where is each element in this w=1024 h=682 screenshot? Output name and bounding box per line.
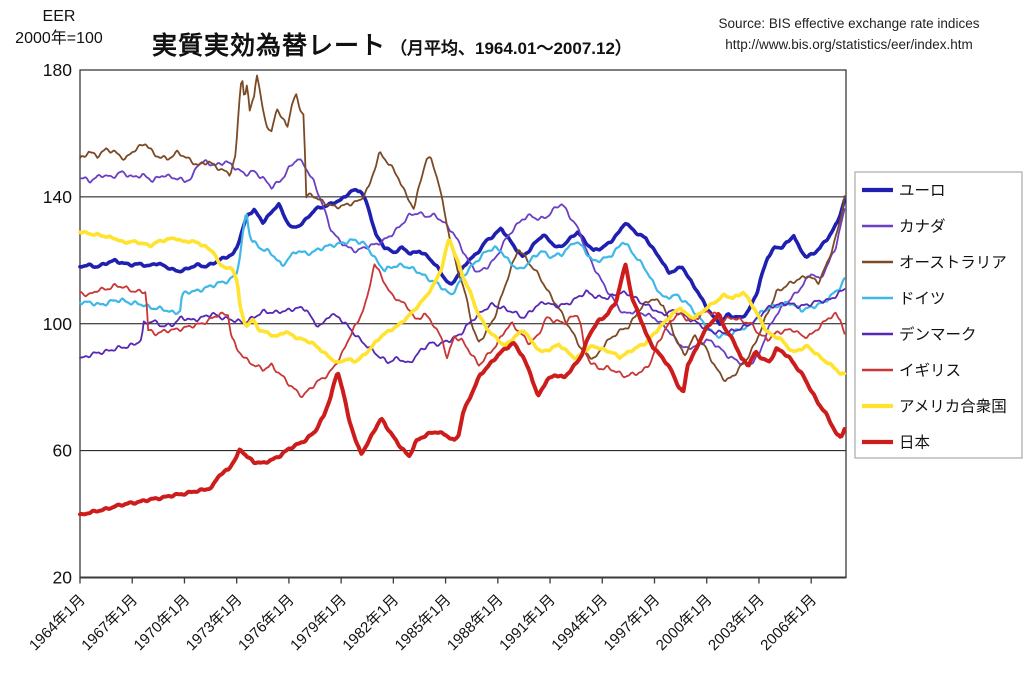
y-axis-unit-line1: EER [42,8,76,25]
x-tick-label-1982: 1982年1月 [339,591,402,654]
x-tick-label-2000: 2000年1月 [653,591,716,654]
y-axis-unit-line2: 2000年=100 [15,29,103,47]
chart-title-sub: （月平均、1964.01～2007.12） [390,39,632,58]
y-tick-label-60: 60 [53,441,73,461]
series-line-australia [79,74,846,382]
series-line-euro [78,187,847,326]
y-tick-label-140: 140 [43,187,72,207]
x-tick-label-2006: 2006年1月 [757,591,820,654]
x-tick-label-1970: 1970年1月 [131,591,194,654]
y-tick-label-20: 20 [53,568,73,588]
legend-label-uk: イギリス [899,362,961,380]
y-tick-label-100: 100 [43,314,72,334]
x-tick-label-1985: 1985年1月 [392,591,455,654]
x-tick-label-1973: 1973年1月 [183,591,246,654]
chart-title: 実質実効為替レート （月平均、1964.01～2007.12） [152,26,632,62]
x-tick-label-1976: 1976年1月 [235,591,298,654]
legend-label-euro: ユーロ [899,183,946,200]
source-line1: Source: BIS effective exchange rate indi… [718,16,980,31]
legend-label-australia: オーストラリア [899,255,1007,272]
series-line-usa [78,229,847,376]
legend-label-japan: 日本 [899,434,930,452]
x-tick-label-1994: 1994年1月 [548,591,611,654]
legend-box [854,171,1023,459]
series-line-japan [78,262,847,517]
source-line2: http://www.bis.org/statistics/eer/index.… [725,36,973,52]
x-tick-label-1997: 1997年1月 [601,591,664,654]
legend-label-canada: カナダ [899,218,946,236]
chart-title-main: 実質実効為替レート [152,32,387,60]
x-tick-label-2003: 2003年1月 [705,591,768,654]
legend-label-usa: アメリカ合衆国 [899,398,1007,416]
source-note: Source: BIS effective exchange rate indi… [684,14,1014,56]
series-line-denmark [79,288,846,364]
x-tick-label-1967: 1967年1月 [78,591,141,654]
x-tick-label-1979: 1979年1月 [287,591,350,654]
legend-label-germany: ドイツ [899,291,946,308]
y-tick-label-180: 180 [43,60,72,80]
x-tick-label-1991: 1991年1月 [496,591,559,654]
x-tick-label-1988: 1988年1月 [444,591,507,654]
legend-label-denmark: デンマーク [899,325,977,344]
x-tick-label-1964: 1964年1月 [26,591,89,654]
y-axis-unit-label: EER 2000年=100 [4,6,114,49]
